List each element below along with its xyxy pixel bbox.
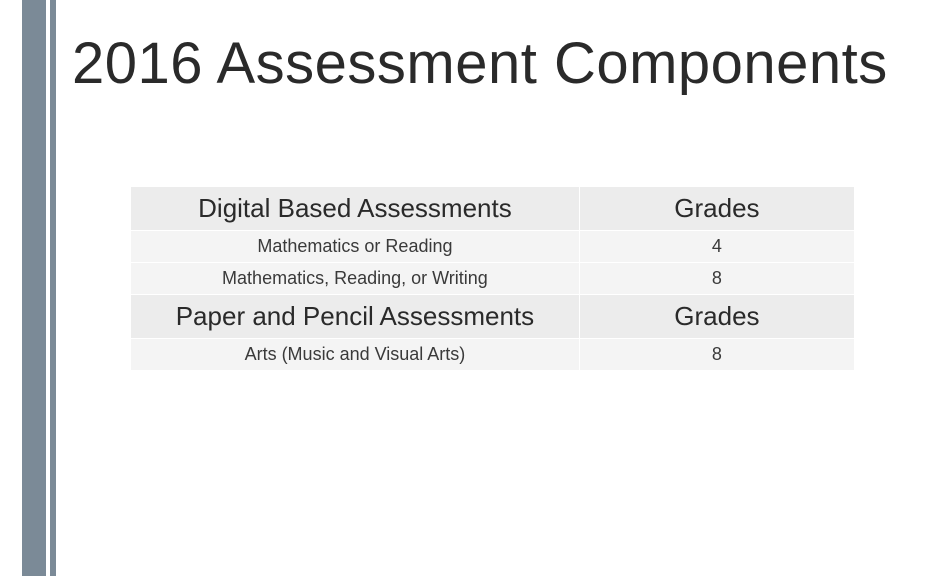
cell-subject: Arts (Music and Visual Arts) bbox=[131, 339, 580, 371]
table-row: Mathematics or Reading 4 bbox=[131, 231, 855, 263]
cell-subject: Mathematics, Reading, or Writing bbox=[131, 263, 580, 295]
table-row: Arts (Music and Visual Arts) 8 bbox=[131, 339, 855, 371]
header-digital-assessments: Digital Based Assessments bbox=[131, 187, 580, 231]
header-grades: Grades bbox=[579, 295, 854, 339]
header-grades: Grades bbox=[579, 187, 854, 231]
table-row: Mathematics, Reading, or Writing 8 bbox=[131, 263, 855, 295]
table-header-row: Paper and Pencil Assessments Grades bbox=[131, 295, 855, 339]
assessment-table-container: Digital Based Assessments Grades Mathema… bbox=[130, 186, 855, 371]
cell-subject: Mathematics or Reading bbox=[131, 231, 580, 263]
page-title: 2016 Assessment Components bbox=[72, 30, 888, 97]
table-header-row: Digital Based Assessments Grades bbox=[131, 187, 855, 231]
cell-grade: 8 bbox=[579, 339, 854, 371]
cell-grade: 8 bbox=[579, 263, 854, 295]
assessment-table: Digital Based Assessments Grades Mathema… bbox=[130, 186, 855, 371]
decorative-left-bar bbox=[22, 0, 46, 576]
header-paper-assessments: Paper and Pencil Assessments bbox=[131, 295, 580, 339]
decorative-left-bar-thin bbox=[50, 0, 56, 576]
cell-grade: 4 bbox=[579, 231, 854, 263]
